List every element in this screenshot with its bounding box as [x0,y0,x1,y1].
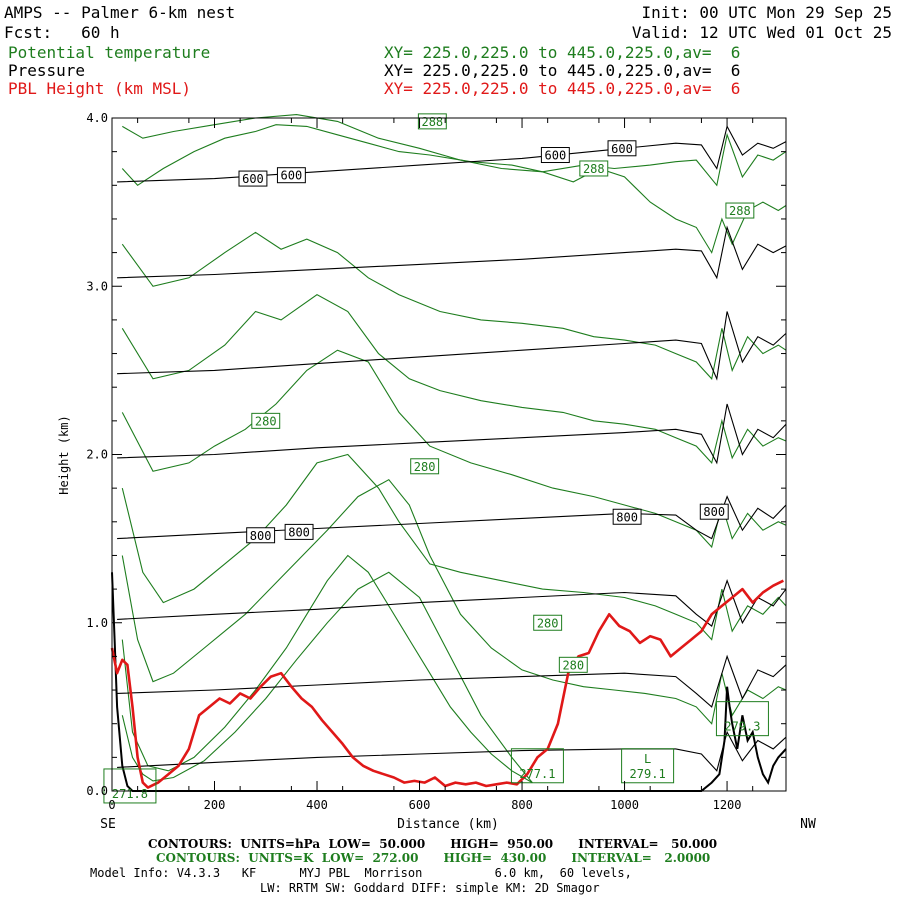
footer-pressure-contours: CONTOURS: UNITS=hPa LOW= 50.000 HIGH= 95… [148,837,718,851]
pbl-height-line [110,579,784,789]
pressure-label-2: 600 [281,169,303,183]
pressure-label-1: 600 [242,172,264,186]
pressure-contour-line-5 [117,495,787,540]
x-tick-label-2: 200 [204,798,226,812]
valid-time: Valid: 12 UTC Wed 01 Oct 25 [631,23,892,42]
theta-minimum-value-4: 271.8 [112,787,148,801]
theta-label-box-6 [533,614,563,631]
x-tick-label-1: 0 [108,798,115,812]
pressure-label-4: 600 [611,142,633,156]
pressure-contour-line-1 [117,124,787,183]
theta-label-box-5 [410,458,440,475]
theta-contour-line-7 [121,478,787,725]
pressure-contour-line-4 [117,403,787,465]
y-tick-label-4: 3.0 [86,279,108,293]
y-tick-label-2: 1.0 [86,616,108,630]
pressure-label-box-6 [284,523,314,540]
theta-label-6: 280 [537,616,559,630]
footer-model-info-2: LW: RRTM SW: Goddard DIFF: simple KM: 2D… [260,881,600,895]
legend-pbl-xy: XY= 225.0,225.0 to 445.0,225.0,av= 6 [384,79,741,98]
axis-ticks: 0 200 400 600 800 1000 1200 0.0 1.0 2.0 3.0 4.0 [86,111,786,812]
cross-section-chart: 600 600 600 600 800 800 800 800 288 288 288 280 280 2… [57,111,816,832]
theta-contour-line-2 [121,124,787,254]
footer-model-info-1: Model Info: V4.3.3 KF MYJ PBL Morrison 6… [90,866,632,880]
theta-label-box-2 [579,160,609,177]
theta-minimum-box-2 [621,748,675,784]
y-tick-label-1: 0.0 [86,784,108,798]
pressure-label-3: 600 [545,149,567,163]
theta-contours [121,114,787,784]
y-tick-label-3: 2.0 [86,448,108,462]
theta-minimum-value-2: 279.1 [630,767,666,781]
terrain-line [111,572,787,792]
pressure-label-6: 800 [288,525,310,539]
y-axis-label: Height (km) [57,415,71,494]
pressure-label-box-1 [238,170,268,187]
theta-contour-line-8 [121,554,533,784]
legend-pressure-xy: XY= 225.0,225.0 to 445.0,225.0,av= 6 [384,61,741,80]
legend-theta-xy: XY= 225.0,225.0 to 445.0,225.0,av= 6 [384,43,741,62]
theta-label-box-4 [251,412,281,429]
pressure-contour-line-8 [117,730,787,772]
x-tick-label-5: 800 [511,798,533,812]
footer-theta-contours: CONTOURS: UNITS=K LOW= 272.00 HIGH= 430.… [156,851,711,865]
theta-minimum-box-4 [103,768,157,804]
theta-label-1: 288 [421,115,443,129]
theta-label-box-3 [725,202,755,219]
theta-contour-line-1 [122,114,787,187]
legend-theta-name: Potential temperature [8,43,211,62]
pressure-label-box-4 [607,140,637,157]
x-tick-label-6: 1000 [610,798,639,812]
theta-minimum-letter-2: L [644,752,651,766]
x-tick-label-3: 400 [306,798,328,812]
pbl-height-series [110,579,784,789]
pressure-contour-line-2 [117,225,787,280]
pressure-label-box-8 [699,503,729,520]
chart-title: AMPS -- Palmer 6-km nest [4,3,236,22]
pressure-contour-line-7 [117,654,787,708]
theta-contour-line-6 [121,453,787,641]
theta-minimum-box-3 [715,701,769,737]
terrain-surface-line [111,572,787,792]
pressure-contour-line-6 [117,579,787,628]
pressure-label-7: 800 [616,510,638,524]
forecast-hour: Fcst: 60 h [4,23,120,42]
x-tick-label-7: 1200 [713,798,742,812]
y-tick-label-5: 4.0 [86,111,108,125]
theta-minimum-box-1 [510,748,564,784]
pressure-label-box-7 [612,508,642,525]
theta-contour-line-3 [121,231,787,380]
pressure-label-box-2 [276,167,306,184]
theta-contour-line-5 [121,349,787,549]
pressure-label-5: 800 [250,529,272,543]
theta-label-5: 280 [414,460,436,474]
theta-contour-line-9 [121,571,533,783]
theta-contour-line-4 [121,294,787,465]
contour-labels: 600 600 600 600 800 800 800 800 288 288 288 280 280 2… [103,113,769,804]
theta-minimum-value-1: 277.1 [519,767,555,781]
theta-label-2: 288 [583,162,605,176]
x-tick-label-4: 600 [409,798,431,812]
init-time: Init: 00 UTC Mon 29 Sep 25 [641,3,892,22]
x-axis-label: Distance (km) [397,817,499,832]
theta-label-box-7 [558,656,588,673]
theta-label-4: 280 [255,414,277,428]
legend-pbl-name: PBL Height (km MSL) [8,79,192,98]
se-end-label: SE [100,817,116,832]
legend-pressure-name: Pressure [8,61,86,80]
nw-end-label: NW [800,817,816,832]
pressure-label-box-5 [246,527,276,544]
pressure-label-box-3 [540,147,570,164]
theta-label-7: 280 [562,658,584,672]
pressure-label-8: 800 [703,505,725,519]
theta-minimum-value-3: 279.3 [724,720,760,734]
pressure-contour-line-3 [117,311,787,381]
theta-label-3: 288 [729,204,751,218]
